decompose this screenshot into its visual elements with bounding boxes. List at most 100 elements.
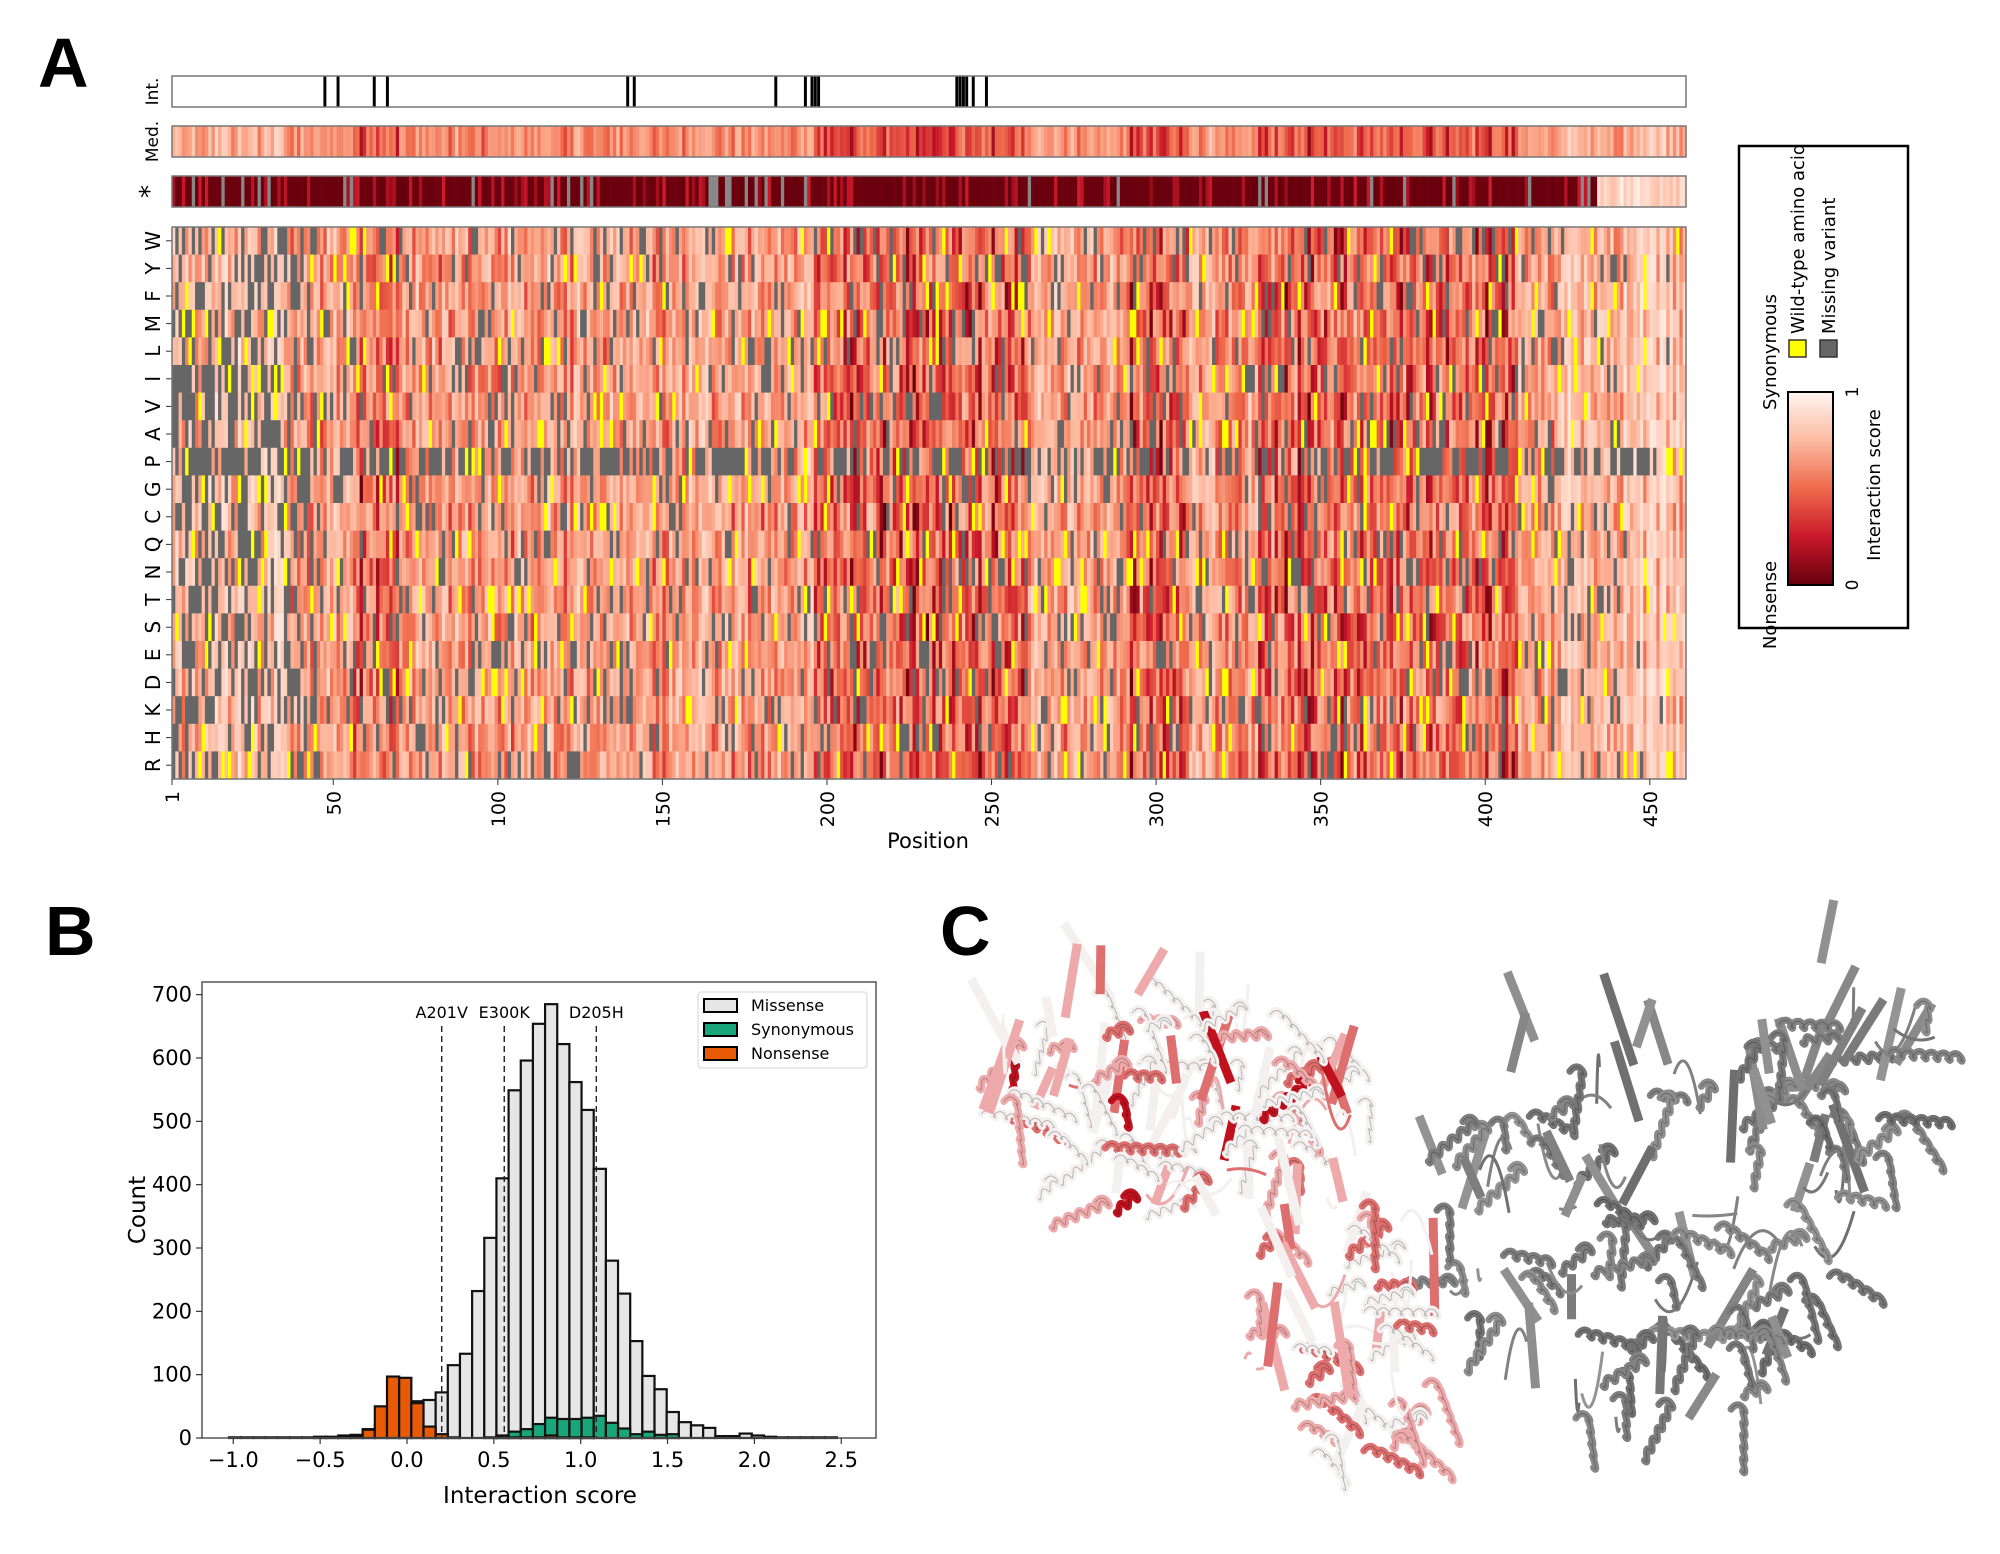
heatmap-cell: [971, 227, 976, 256]
heatmap-cell: [1327, 420, 1332, 449]
heatmap-cell: [1333, 337, 1338, 366]
nonsense-cell: [297, 176, 301, 207]
heatmap-cell: [1054, 365, 1058, 394]
heatmap-cell: [1340, 227, 1345, 256]
heatmap-cell: [784, 227, 789, 256]
heatmap-cell: [1244, 392, 1249, 421]
heatmap-cell: [1300, 420, 1305, 449]
heatmap-cell: [649, 309, 654, 338]
heatmap-cell: [1034, 282, 1039, 311]
heatmap-cell: [645, 337, 650, 366]
heatmap-cell: [264, 227, 269, 256]
median-cell: [349, 126, 354, 157]
nonsense-cell: [1570, 176, 1575, 207]
heatmap-cell: [1001, 420, 1006, 449]
heatmap-cell: [181, 282, 186, 311]
heatmap-cell: [1590, 254, 1595, 283]
heatmap-cell: [678, 420, 683, 449]
heatmap-cell: [1284, 254, 1289, 283]
heatmap-cell: [836, 337, 841, 366]
median-cell: [451, 126, 456, 157]
heatmap-cell: [1659, 309, 1664, 338]
heatmap-cell: [1021, 254, 1026, 283]
heatmap-cell: [415, 337, 420, 366]
heatmap-cell: [1106, 227, 1111, 256]
heatmap-cell: [1333, 227, 1338, 256]
heatmap-cell: [708, 337, 713, 366]
heatmap-cell: [250, 254, 255, 283]
median-cell: [1603, 126, 1608, 157]
median-cell: [1396, 126, 1401, 157]
heatmap-cell: [668, 254, 673, 283]
heatmap-cell: [817, 227, 821, 256]
heatmap-cell: [886, 447, 891, 476]
heatmap-cell: [1346, 337, 1351, 366]
median-cell: [636, 126, 640, 157]
nonsense-cell: [665, 176, 670, 207]
heatmap-cell: [343, 420, 348, 449]
heatmap-cell: [662, 392, 667, 421]
nonsense-cell: [1583, 176, 1588, 207]
heatmap-cell: [803, 420, 808, 449]
heatmap-cell: [471, 227, 476, 256]
heatmap-cell: [1402, 227, 1407, 256]
heatmap-cell: [566, 309, 571, 338]
heatmap-cell: [1455, 227, 1460, 256]
heatmap-cell: [1169, 309, 1174, 338]
heatmap-cell: [1159, 337, 1164, 366]
nonsense-cell: [988, 176, 993, 207]
heatmap-cell: [557, 282, 561, 311]
heatmap-cell: [1110, 447, 1114, 476]
heatmap-cell: [645, 365, 650, 394]
nonsense-cell: [471, 176, 476, 207]
heatmap-cell: [1521, 365, 1526, 394]
heatmap-cell: [803, 309, 808, 338]
heatmap-cell: [734, 365, 739, 394]
heatmap-cell: [310, 365, 315, 394]
median-cell: [293, 126, 298, 157]
heatmap-cell: [1202, 227, 1207, 256]
heatmap-cell: [1389, 282, 1394, 311]
median-cell: [534, 126, 538, 157]
heatmap-cell: [257, 309, 262, 338]
track-label: Med.: [143, 121, 163, 162]
heatmap-cell: [1060, 309, 1065, 338]
heatmap-cell: [797, 254, 802, 283]
heatmap-cell: [399, 309, 403, 338]
heatmap-cell: [1607, 227, 1611, 256]
heatmap-cell: [1416, 365, 1421, 394]
heatmap-cell: [333, 337, 338, 366]
heatmap-cell: [520, 227, 525, 256]
heatmap-cell: [566, 337, 571, 366]
heatmap-cell: [915, 337, 920, 366]
nonsense-cell: [224, 176, 229, 207]
nonsense-cell: [1202, 176, 1207, 207]
heatmap-cell: [1669, 309, 1674, 338]
nonsense-cell: [682, 176, 687, 207]
heatmap-cell: [896, 227, 900, 256]
heatmap-cell: [705, 392, 710, 421]
nonsense-cell: [1007, 176, 1012, 207]
heatmap-cell: [257, 227, 262, 256]
heatmap-cell: [1073, 309, 1078, 338]
heatmap-cell: [790, 447, 795, 476]
heatmap-cell: [231, 392, 236, 421]
median-cell: [481, 126, 486, 157]
heatmap-cell: [971, 309, 976, 338]
heatmap-cell: [563, 365, 568, 394]
heatmap-cell: [494, 227, 499, 256]
heatmap-cell: [942, 282, 947, 311]
heatmap-cell: [705, 447, 710, 476]
heatmap-cell: [1139, 227, 1144, 256]
heatmap-cell: [1501, 254, 1506, 283]
heatmap-cell: [244, 337, 249, 366]
heatmap-cell: [329, 392, 334, 421]
heatmap-cell: [1090, 254, 1095, 283]
heatmap-cell: [1179, 365, 1184, 394]
heatmap-cell: [1485, 282, 1490, 311]
median-cell: [1439, 126, 1444, 157]
nonsense-cell: [527, 176, 532, 207]
nonsense-cell: [306, 176, 311, 207]
heatmap-cell: [1333, 254, 1338, 283]
heatmap-cell: [1198, 392, 1203, 421]
